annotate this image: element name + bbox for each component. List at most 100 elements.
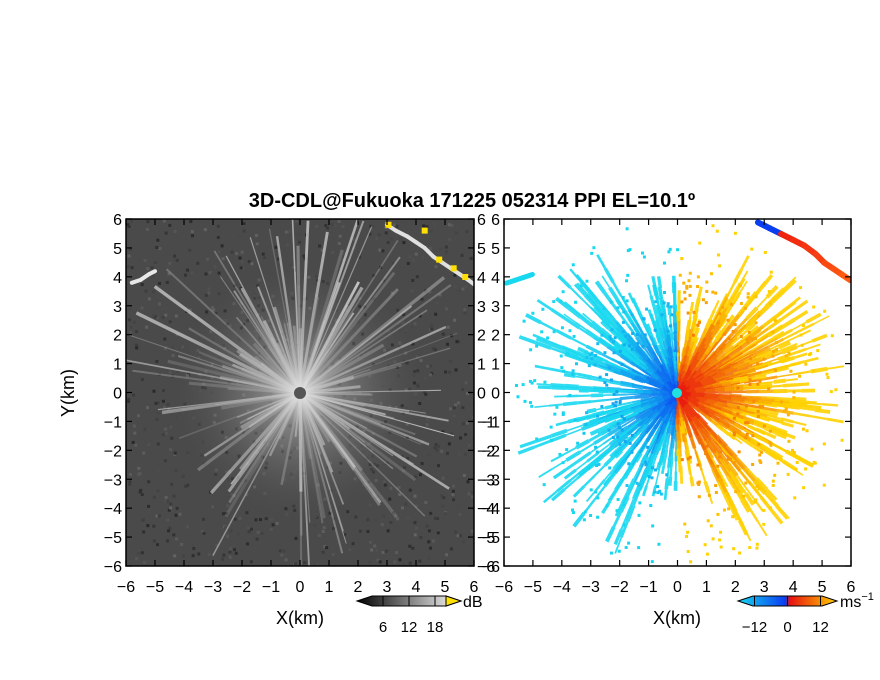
doppler-ray-segment [614, 449, 624, 459]
reflectivity-speckle [336, 221, 340, 225]
reflectivity-speckle [375, 236, 379, 240]
doppler-ray-segment [616, 360, 633, 371]
doppler-speckle [680, 300, 684, 304]
doppler-ray-segment [598, 314, 610, 326]
reflectivity-speckle [173, 554, 177, 558]
reflectivity-speckle [132, 320, 136, 324]
y-tick-label: −5 [482, 530, 500, 547]
doppler-ray-segment [711, 407, 722, 416]
doppler-ray-segment [796, 329, 812, 338]
reflectivity-speckle [240, 260, 244, 264]
y-tick-label-right: 2 [477, 328, 486, 345]
doppler-ray-segment [607, 489, 617, 502]
doppler-ray-segment [700, 353, 707, 362]
doppler-ray-segment [772, 330, 785, 340]
reflectivity-speckle [320, 248, 324, 252]
doppler-speckle [596, 496, 600, 500]
doppler-speckle [615, 509, 619, 513]
doppler-ray-segment [733, 376, 742, 382]
doppler-ray-segment [667, 425, 673, 434]
doppler-colorbar-unit-exp: −1 [861, 591, 874, 603]
doppler-speckle [635, 346, 639, 350]
doppler-speckle [769, 270, 773, 274]
reflectivity-speckle [318, 244, 322, 248]
doppler-ray-segment [827, 365, 845, 370]
reflectivity-speckle [286, 243, 290, 247]
doppler-speckle [792, 451, 796, 455]
doppler-speckle [750, 337, 754, 341]
doppler-ray-segment [764, 425, 777, 432]
reflectivity-speckle [426, 364, 430, 368]
reflectivity-speckle [152, 389, 156, 393]
doppler-ray-segment [664, 413, 671, 424]
doppler-ray-segment [748, 362, 764, 371]
reflectivity-echo-peak [462, 274, 469, 280]
doppler-ray-segment [694, 374, 705, 383]
doppler-speckle [758, 404, 762, 408]
reflectivity-speckle [131, 440, 135, 444]
doppler-speckle [654, 468, 658, 472]
doppler-speckle [613, 404, 617, 408]
doppler-ray-segment [689, 301, 695, 312]
reflectivity-panel: −6 −5 −4 −3 −2 −1 0 1 2 3 4 5 66 65 54 43 32 21 10 0−1 −1−2−… [58, 212, 495, 628]
doppler-speckle [722, 343, 726, 347]
doppler-speckle [762, 357, 766, 361]
doppler-ray-segment [703, 449, 714, 465]
doppler-ray-segment [721, 446, 730, 456]
reflectivity-speckle [374, 518, 378, 522]
doppler-ray-segment [660, 404, 672, 419]
doppler-speckle [594, 354, 598, 358]
doppler-speckle [653, 490, 657, 494]
reflectivity-speckle [378, 248, 382, 252]
y-tick-label: 5 [113, 241, 122, 258]
reflectivity-speckle [202, 517, 206, 521]
doppler-ray-segment [743, 438, 755, 448]
doppler-speckle [767, 290, 771, 294]
doppler-ray-segment [776, 328, 793, 340]
doppler-ray-segment [550, 383, 565, 388]
doppler-ray-segment [682, 363, 688, 372]
doppler-speckle [744, 436, 748, 440]
doppler-echo-segment [521, 271, 535, 280]
reflectivity-speckle [415, 275, 419, 279]
doppler-ray-segment [689, 347, 695, 355]
doppler-ray-segment [609, 380, 621, 386]
doppler-ray-segment [665, 334, 672, 347]
doppler-ray-segment [718, 418, 731, 428]
doppler-speckle [714, 484, 718, 488]
doppler-ray-segment [607, 441, 620, 452]
doppler-ray-segment [694, 386, 705, 392]
doppler-ray-segment [722, 428, 730, 436]
doppler-ray-segment [791, 321, 807, 331]
doppler-ray-segment [577, 346, 589, 355]
doppler-speckle [642, 255, 646, 259]
reflectivity-cloud-echo [129, 221, 474, 287]
reflectivity-speckle [188, 308, 192, 312]
doppler-speckle [712, 449, 716, 453]
doppler-ray-segment [550, 346, 568, 355]
y-tick-label-right: −3 [477, 472, 495, 489]
reflectivity-speckle [143, 427, 147, 431]
doppler-speckle [774, 368, 778, 372]
doppler-ray-segment [748, 344, 764, 355]
doppler-speckle [630, 450, 634, 454]
y-tick-label: −2 [482, 443, 500, 460]
doppler-ray-segment [625, 447, 634, 458]
doppler-ray-segment [644, 368, 653, 376]
reflectivity-speckle [134, 343, 138, 347]
doppler-speckle [745, 432, 749, 436]
doppler-ray-segment [782, 383, 796, 388]
x-tick-label: −6 [117, 579, 135, 596]
doppler-ray-segment [578, 385, 593, 389]
doppler-speckle [734, 490, 738, 494]
reflectivity-speckle [368, 232, 372, 236]
reflectivity-speckle [161, 315, 165, 319]
doppler-ray-segment [743, 384, 754, 388]
doppler-ray-segment [579, 316, 594, 328]
doppler-speckle [617, 426, 621, 430]
doppler-ray-segment [695, 359, 703, 368]
doppler-ray-segment [725, 334, 737, 346]
doppler-speckle [775, 348, 779, 352]
reflectivity-speckle [147, 480, 151, 484]
reflectivity-speckle [431, 539, 435, 543]
